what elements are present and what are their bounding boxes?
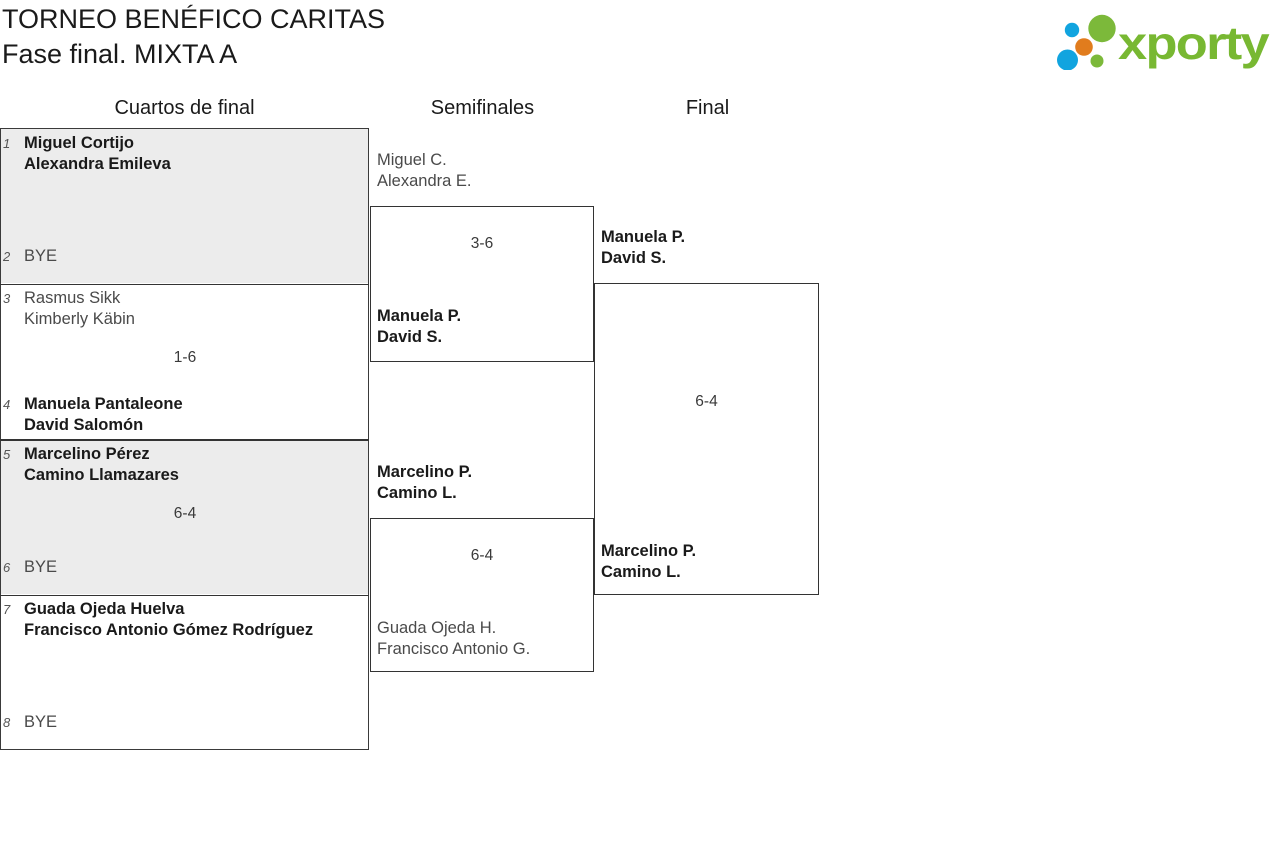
svg-text:xporty: xporty <box>1118 17 1270 69</box>
